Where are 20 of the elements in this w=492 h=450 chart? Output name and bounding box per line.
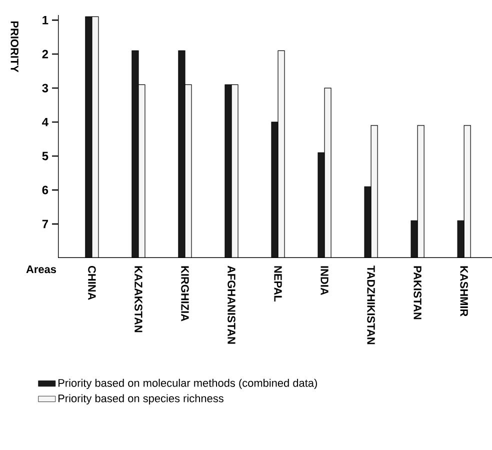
y-tick-label: 3 <box>42 84 48 92</box>
x-tick-label: KASHMIR <box>460 266 468 316</box>
x-axis-title: Areas <box>26 266 56 274</box>
legend-label: Priority based on species richness <box>58 394 224 404</box>
x-tick-label: INDIA <box>320 266 328 296</box>
x-tick-label: CHINA <box>88 266 96 300</box>
y-tick-label: 2 <box>42 50 48 58</box>
x-tick-label: AFGHANISTAN <box>228 266 236 344</box>
y-tick-label: 1 <box>42 16 48 24</box>
y-tick-label: 7 <box>42 220 48 228</box>
x-tick-label: KAZAKSTAN <box>134 266 142 332</box>
x-tick-label: TADZHIKISTAN <box>367 266 375 344</box>
x-tick-label: KIRGHIZIA <box>181 266 189 322</box>
y-tick-label: 4 <box>42 118 48 126</box>
x-tick-label: NEPAL <box>274 266 282 302</box>
legend-label: Priority based on molecular methods (combined data) <box>58 378 317 390</box>
y-tick-label: 5 <box>42 152 48 160</box>
x-tick-label: PAKISTAN <box>414 266 422 320</box>
y-tick-label: 6 <box>42 186 48 194</box>
y-axis-title: PRIORITY <box>10 21 18 72</box>
